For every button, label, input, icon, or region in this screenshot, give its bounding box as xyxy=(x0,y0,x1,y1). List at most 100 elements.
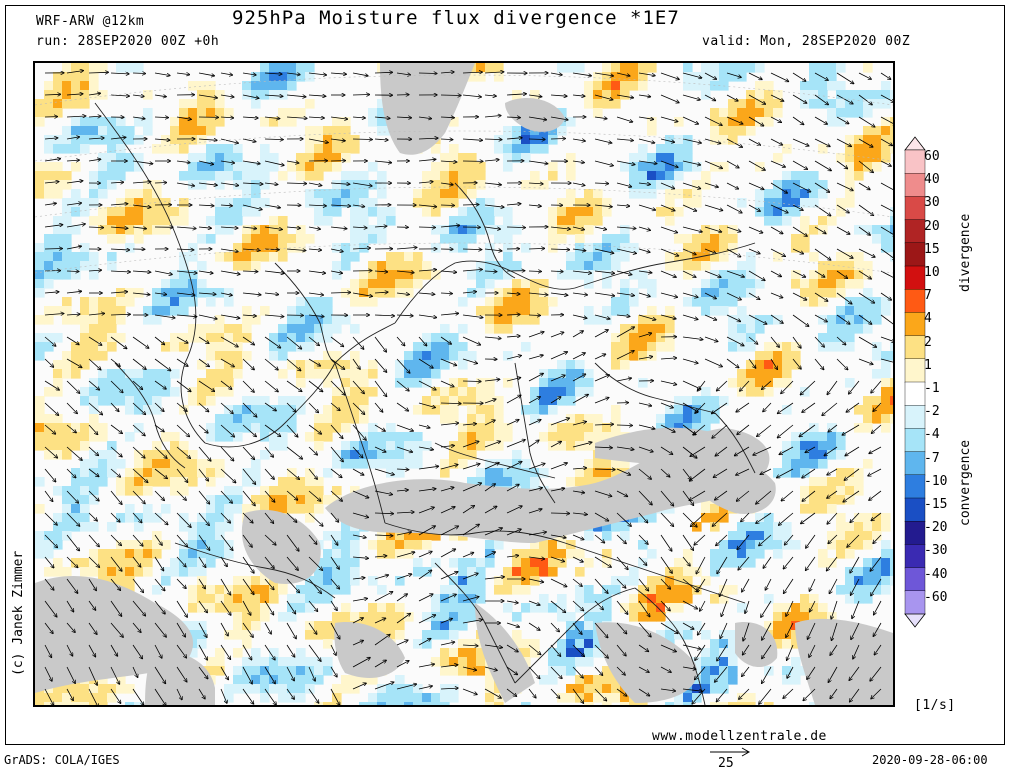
field-cell xyxy=(62,135,72,145)
field-cell xyxy=(197,387,207,397)
field-cell xyxy=(458,324,468,334)
field-cell xyxy=(881,81,891,91)
field-cell xyxy=(35,162,45,172)
field-cell xyxy=(647,180,657,190)
field-cell xyxy=(134,468,144,478)
field-cell xyxy=(269,63,279,73)
wind-vector xyxy=(617,378,631,381)
colorbar-tick-label: 1 xyxy=(924,358,932,373)
field-cell xyxy=(854,540,864,550)
field-cell xyxy=(683,297,693,307)
field-cell xyxy=(854,513,864,523)
field-cell xyxy=(170,450,180,460)
field-cell xyxy=(791,270,801,280)
field-cell xyxy=(233,405,243,415)
field-cell xyxy=(872,351,882,361)
field-cell xyxy=(503,324,513,334)
field-cell xyxy=(800,234,810,244)
field-cell xyxy=(44,450,54,460)
field-cell xyxy=(521,639,531,649)
field-cell xyxy=(179,198,189,208)
field-cell xyxy=(233,207,243,217)
field-cell xyxy=(521,144,531,154)
wind-vector xyxy=(683,645,701,649)
field-cell xyxy=(701,576,711,586)
field-cell xyxy=(296,486,306,496)
field-cell xyxy=(233,369,243,379)
colorbar-tick-label: 10 xyxy=(924,265,940,280)
field-cell xyxy=(746,549,756,559)
wind-vector xyxy=(309,117,324,118)
wind-vector xyxy=(309,293,323,295)
reference-vector-label: 25 xyxy=(718,756,734,771)
wind-vector xyxy=(595,330,608,337)
field-cell xyxy=(296,378,306,388)
field-cell xyxy=(755,522,765,532)
field-cell xyxy=(485,225,495,235)
colorbar-swatch xyxy=(905,498,925,522)
field-cell xyxy=(440,702,450,705)
field-cell xyxy=(125,297,135,307)
field-cell xyxy=(404,432,414,442)
field-cell xyxy=(233,252,243,262)
field-cell xyxy=(350,243,360,253)
field-cell xyxy=(332,261,342,271)
field-cell xyxy=(35,333,45,343)
wind-vector xyxy=(155,183,166,184)
wind-vector xyxy=(463,95,481,97)
field-cell xyxy=(557,198,567,208)
field-cell xyxy=(251,405,261,415)
field-cell xyxy=(881,414,891,424)
field-cell xyxy=(737,126,747,136)
field-cell xyxy=(44,693,54,703)
field-cell xyxy=(269,81,279,91)
field-cell xyxy=(467,216,477,226)
field-cell xyxy=(665,603,675,613)
field-cell xyxy=(413,198,423,208)
field-cell xyxy=(584,585,594,595)
field-cell xyxy=(143,558,153,568)
field-cell xyxy=(782,216,792,226)
field-cell xyxy=(530,567,540,577)
field-cell xyxy=(494,441,504,451)
field-cell xyxy=(521,567,531,577)
field-cell xyxy=(368,162,378,172)
field-cell xyxy=(278,477,288,487)
field-cell xyxy=(224,171,234,181)
field-cell xyxy=(827,441,837,451)
field-cell xyxy=(611,351,621,361)
field-cell xyxy=(548,567,558,577)
field-cell xyxy=(314,666,324,676)
field-cell xyxy=(323,324,333,334)
field-cell xyxy=(215,342,225,352)
wind-vector xyxy=(441,95,461,96)
wind-vector xyxy=(771,73,788,81)
field-cell xyxy=(566,198,576,208)
field-cell xyxy=(278,243,288,253)
field-cell xyxy=(260,306,270,316)
field-cell xyxy=(260,405,270,415)
field-cell xyxy=(134,513,144,523)
field-cell xyxy=(485,324,495,334)
field-cell xyxy=(269,441,279,451)
field-cell xyxy=(287,63,297,73)
wind-vector xyxy=(859,183,870,190)
field-cell xyxy=(440,189,450,199)
field-cell xyxy=(377,693,387,703)
field-cell xyxy=(629,612,639,622)
field-cell xyxy=(404,540,414,550)
field-cell xyxy=(440,324,450,334)
field-cell xyxy=(53,252,63,262)
field-cell xyxy=(629,270,639,280)
wind-vector xyxy=(742,667,749,676)
field-cell xyxy=(557,666,567,676)
field-cell xyxy=(809,288,819,298)
field-cell xyxy=(458,639,468,649)
field-cell xyxy=(215,117,225,127)
field-cell xyxy=(197,234,207,244)
field-cell xyxy=(818,486,828,496)
field-cell xyxy=(296,234,306,244)
field-cell xyxy=(368,702,378,705)
field-cell xyxy=(170,441,180,451)
colorbar-tick-label: 4 xyxy=(924,311,932,326)
